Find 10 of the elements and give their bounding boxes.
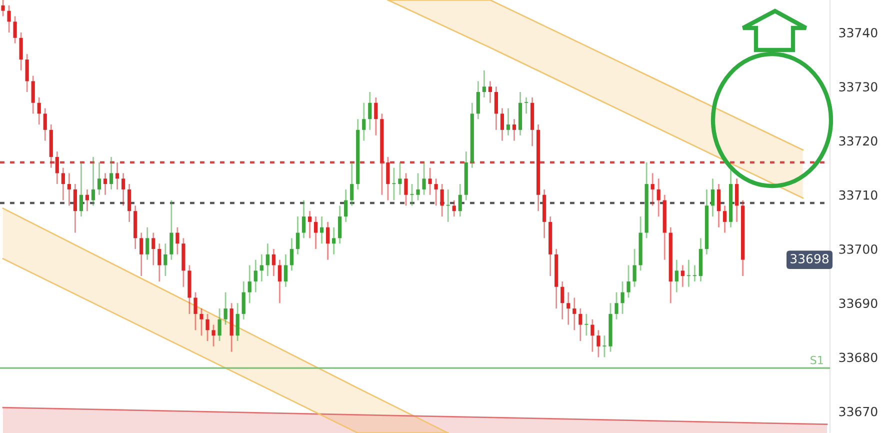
y-tick-label: 33720	[839, 136, 878, 146]
y-tick-label: 33670	[839, 406, 878, 416]
ref-line-label: S1	[810, 356, 823, 364]
y-tick-label: 33740	[839, 28, 878, 38]
y-tick-label: 33690	[839, 298, 878, 308]
y-tick-label: 33700	[839, 244, 878, 254]
y-tick-label: 33680	[839, 352, 878, 362]
annotation: 33698	[790, 254, 829, 264]
y-tick-label: 33710	[839, 190, 878, 200]
y-tick-label: 33730	[839, 82, 878, 92]
